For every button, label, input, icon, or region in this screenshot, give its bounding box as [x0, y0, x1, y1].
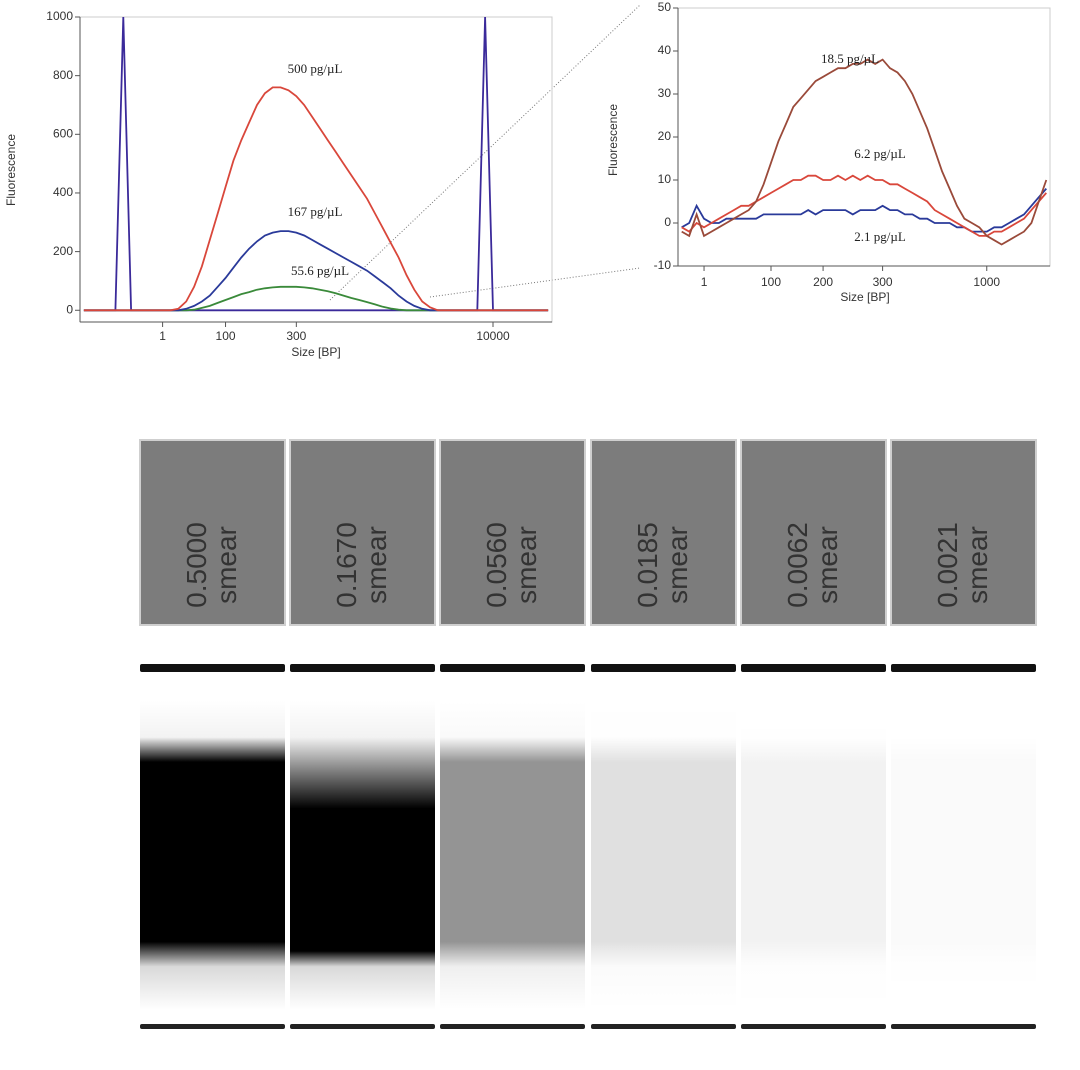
y-tick-label: 40 — [658, 43, 672, 57]
lane-type: smear — [662, 526, 693, 604]
lane-header — [289, 439, 436, 626]
lane-type: smear — [361, 526, 392, 604]
marker-band — [891, 664, 1036, 672]
series-label: 500 pg/µL — [288, 61, 343, 76]
marker-band — [440, 1024, 585, 1029]
lane-concentration: 0.0185 — [632, 522, 663, 608]
y-tick-label: 0 — [664, 215, 671, 229]
lane-header — [890, 439, 1037, 626]
marker-band — [591, 664, 736, 672]
lane-type: smear — [962, 526, 993, 604]
lane-concentration: 0.5000 — [181, 522, 212, 608]
smear — [290, 700, 435, 1010]
series-line — [83, 86, 549, 312]
x-tick-label: 10000 — [476, 329, 510, 343]
lane-concentration: 0.0062 — [782, 522, 813, 608]
lane-header — [740, 439, 887, 626]
lane-type: smear — [211, 526, 242, 604]
lane-type: smear — [812, 526, 843, 604]
lane-concentration: 0.1670 — [331, 522, 362, 608]
marker-band — [140, 1024, 285, 1029]
smear — [591, 700, 736, 1010]
y-tick-label: 600 — [53, 126, 73, 140]
x-tick-label: 1 — [159, 329, 166, 343]
x-tick-label: 200 — [813, 275, 833, 289]
zoom-line — [429, 267, 641, 298]
marker-band — [290, 1024, 435, 1029]
y-tick-label: 50 — [658, 0, 672, 14]
lane-header — [590, 439, 737, 626]
y-tick-label: 10 — [658, 172, 672, 186]
smear — [891, 700, 1036, 1010]
x-tick-label: 300 — [286, 329, 306, 343]
smear — [440, 700, 585, 1010]
series-label: 167 pg/µL — [288, 204, 343, 219]
marker-band — [290, 664, 435, 672]
y-tick-label: 20 — [658, 129, 672, 143]
x-axis-label: Size [BP] — [291, 345, 340, 359]
lane-header — [439, 439, 586, 626]
y-tick-label: 400 — [53, 185, 73, 199]
series-label: 55.6 pg/µL — [291, 263, 349, 278]
marker-band — [440, 664, 585, 672]
smear — [741, 700, 886, 1010]
lane-type: smear — [511, 526, 542, 604]
lane-concentration: 0.0021 — [932, 522, 963, 608]
lane-concentration: 0.0560 — [481, 522, 512, 608]
marker-band — [891, 1024, 1036, 1029]
smear — [140, 700, 285, 1010]
y-axis-label: Fluorescence — [606, 104, 620, 176]
series-line — [681, 188, 1047, 233]
series-label: 18.5 pg/µL — [821, 51, 879, 66]
x-tick-label: 100 — [216, 329, 236, 343]
y-tick-label: 0 — [66, 302, 73, 316]
zoom-line — [329, 4, 641, 301]
x-tick-label: 1000 — [973, 275, 1000, 289]
series-label: 2.1 pg/µL — [854, 229, 906, 244]
y-tick-label: 30 — [658, 86, 672, 100]
x-tick-label: 1 — [701, 275, 708, 289]
lane-header — [139, 439, 286, 626]
y-tick-label: 800 — [53, 68, 73, 82]
series-label: 6.2 pg/µL — [854, 146, 906, 161]
y-tick-label: -10 — [654, 258, 672, 272]
x-tick-label: 300 — [873, 275, 893, 289]
marker-band — [591, 1024, 736, 1029]
y-tick-label: 200 — [53, 244, 73, 258]
marker-band — [741, 1024, 886, 1029]
marker-band — [140, 664, 285, 672]
marker-band — [741, 664, 886, 672]
series-line — [681, 174, 1047, 237]
series-line — [681, 58, 1048, 246]
x-tick-label: 100 — [761, 275, 781, 289]
x-axis-label: Size [BP] — [840, 290, 889, 304]
y-tick-label: 1000 — [46, 9, 73, 23]
y-axis-label: Fluorescence — [4, 134, 18, 206]
